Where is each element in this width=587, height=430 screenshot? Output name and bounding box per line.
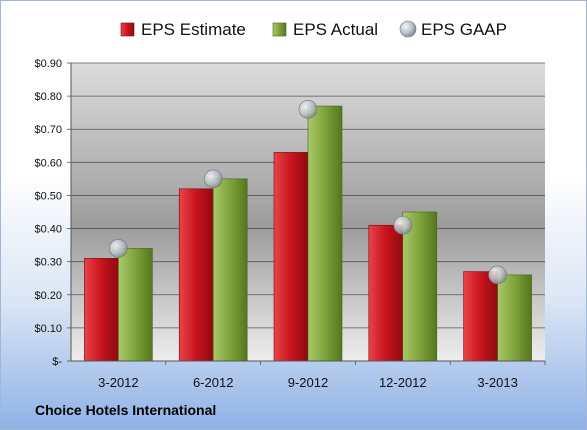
y-tick-label: $0.50 <box>34 190 62 202</box>
company-name: Choice Hotels International <box>35 402 217 418</box>
y-tick-label: $0.60 <box>34 157 62 169</box>
bar-eps-estimate <box>368 224 404 362</box>
bar-eps-estimate <box>463 271 498 362</box>
marker-eps-gaap <box>203 169 223 189</box>
x-tick-label: 3-2012 <box>98 375 138 390</box>
gaap-markers <box>109 100 507 285</box>
legend-label: EPS GAAP <box>421 20 507 39</box>
legend-label: EPS Actual <box>293 20 378 39</box>
bar-eps-actual <box>402 211 438 362</box>
marker-eps-gaap <box>298 100 318 119</box>
y-tick-label: $0.70 <box>34 124 62 136</box>
legend-swatch <box>272 22 287 37</box>
y-tick-label: $0.80 <box>34 91 62 103</box>
bars <box>84 105 532 362</box>
legend: EPS Estimate EPS Actual EPS GAAP <box>120 20 507 39</box>
y-tick-label: $0.30 <box>34 257 62 269</box>
bar-eps-actual <box>118 248 153 362</box>
y-tick-label: $0.40 <box>34 224 62 236</box>
legend-swatch <box>120 22 135 37</box>
x-tick-label: 6-2012 <box>193 375 233 390</box>
y-axis: $- $0.10 $0.20 $0.30 $0.40 $0.50 $0.60 $0.70 $0.… <box>34 58 72 368</box>
x-tick-label: 9-2012 <box>288 375 328 390</box>
bar-eps-estimate <box>273 152 309 362</box>
x-tick-label: 12-2012 <box>379 375 427 390</box>
y-tick-label: $- <box>52 356 62 368</box>
marker-eps-gaap <box>109 239 128 258</box>
y-tick-label: $0.90 <box>34 58 62 70</box>
bar-eps-actual <box>307 105 343 362</box>
legend-swatch <box>399 20 417 38</box>
legend-label: EPS Estimate <box>141 20 246 39</box>
x-tick-label: 3-2013 <box>477 375 517 390</box>
bar-eps-estimate <box>84 258 119 362</box>
y-tick-label: $0.10 <box>34 323 62 335</box>
marker-eps-gaap <box>488 265 507 285</box>
x-axis: 3-2012 6-2012 9-2012 12-2012 3-2013 <box>71 360 546 390</box>
bar-eps-actual <box>497 274 532 362</box>
bar-eps-actual <box>212 178 248 362</box>
marker-eps-gaap <box>393 215 413 235</box>
y-tick-label: $0.20 <box>34 290 62 302</box>
bar-eps-estimate <box>178 188 214 362</box>
